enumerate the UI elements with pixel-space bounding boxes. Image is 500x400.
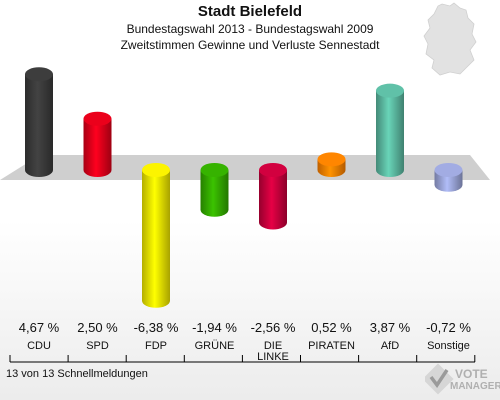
bar-sonstige <box>434 163 463 192</box>
category-label: PIRATEN <box>308 340 355 352</box>
category-label: SPD <box>86 340 109 352</box>
value-label: 4,67 % <box>19 320 60 335</box>
bar-spd <box>83 111 112 177</box>
germany-map-icon <box>423 2 477 76</box>
page-title: Stadt Bielefeld <box>197 3 303 20</box>
value-label: -6,38 % <box>134 320 179 335</box>
zero-plane <box>0 155 490 180</box>
category-label: DIE <box>264 340 282 352</box>
footer-text: 13 von 13 Schnellmeldungen <box>6 368 148 380</box>
category-label: Sonstige <box>427 340 470 352</box>
category-label: FDP <box>145 340 167 352</box>
chart-subtitle: Bundestagswahl 2013 - Bundestagswahl 200… <box>126 22 374 36</box>
category-label: CDU <box>27 340 51 352</box>
bar-piraten <box>317 152 346 177</box>
check-mark-icon <box>425 363 454 395</box>
bar-grüne <box>200 163 229 217</box>
value-label: -1,94 % <box>192 320 237 335</box>
category-label: LINKE <box>257 351 289 363</box>
value-label: 2,50 % <box>77 320 118 335</box>
value-label: 0,52 % <box>311 320 352 335</box>
logo-text-vote: VOTE <box>455 367 488 381</box>
votemanager-logo <box>425 363 454 395</box>
bar-fdp <box>142 163 170 308</box>
category-label: AfD <box>381 340 399 352</box>
value-label: -0,72 % <box>426 320 471 335</box>
value-label: 3,87 % <box>370 320 411 335</box>
bar-cdu <box>25 67 53 177</box>
logo-text-manager: MANAGER <box>450 381 500 392</box>
category-label: GRÜNE <box>195 340 235 352</box>
bar-die-linke <box>259 163 287 230</box>
value-label: -2,56 % <box>251 320 296 335</box>
chart-subtitle-2: Zweitstimmen Gewinne und Verluste Sennes… <box>120 38 380 52</box>
bar-afd <box>376 83 404 177</box>
